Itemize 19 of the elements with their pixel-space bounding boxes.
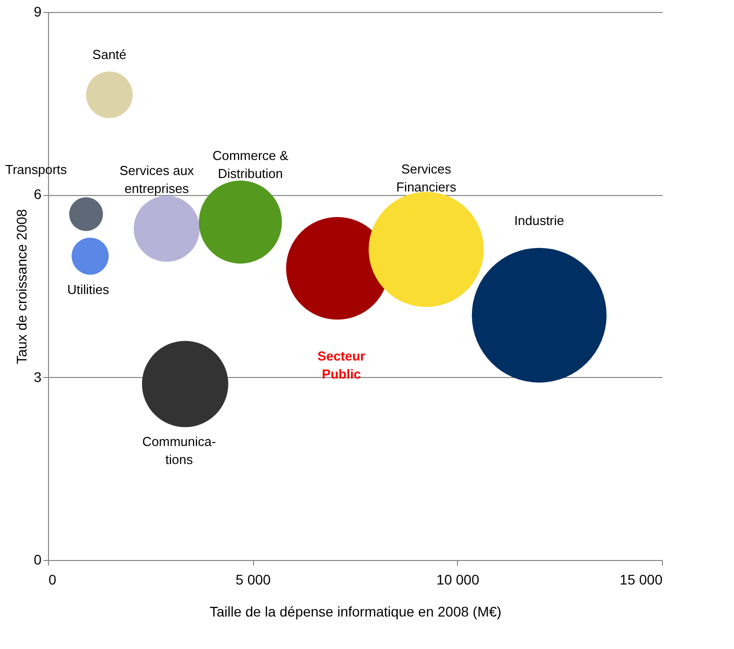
series-label: Services aux entreprises <box>119 162 194 196</box>
y-axis-title: Taux de croissance 2008 <box>14 208 30 364</box>
series-label: Transports <box>5 162 68 178</box>
series-label: Santé <box>92 46 126 62</box>
y-tick-label: 9 <box>34 4 42 20</box>
series-label: Industrie <box>514 213 564 228</box>
series-label: Communica- tions <box>142 434 216 468</box>
series-label: Utilities <box>67 282 110 298</box>
series-label: Commerce & Distribution <box>212 148 289 182</box>
y-tick-label: 0 <box>34 552 42 568</box>
x-tick-label: 15 000 <box>620 572 663 588</box>
text: Secteur Public <box>318 348 366 382</box>
y-tick-label: 3 <box>34 368 42 385</box>
x-tick-label: 10 000 <box>436 572 480 588</box>
y-tick-label: 6 <box>34 186 42 202</box>
x-tick-label: 0 <box>48 572 56 588</box>
x-tick-label: 5 000 <box>236 572 271 588</box>
series-label: Services Financiers <box>396 161 457 194</box>
x-axis-title: Taille de la dépense informatique en 2008 (M€) <box>210 604 502 620</box>
